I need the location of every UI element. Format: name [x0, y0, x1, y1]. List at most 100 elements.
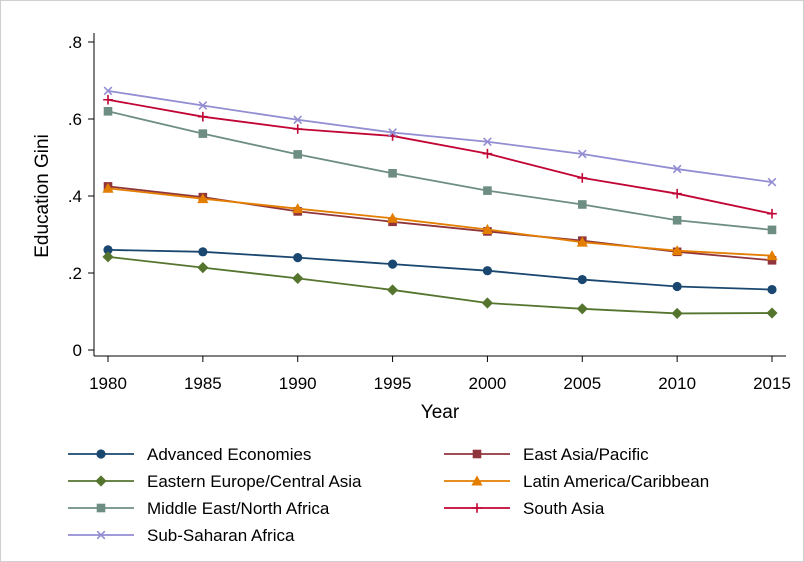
data-point-south-asia [577, 173, 588, 183]
data-point-eastern-europe-central-asia [197, 262, 209, 274]
data-point-eastern-europe-central-asia [292, 272, 304, 284]
data-point-latin-america-caribbean [197, 193, 209, 204]
series-middle-east-north-africa [103, 107, 777, 235]
data-point-latin-america-caribbean [481, 223, 494, 234]
legend-item-sub-saharan-africa: Sub-Saharan Africa [68, 526, 295, 545]
data-point-advanced-economies [293, 253, 303, 263]
data-point-middle-east-north-africa [577, 200, 587, 209]
data-point-south-asia [672, 188, 682, 199]
data-point-advanced-economies [577, 274, 587, 285]
data-point-sub-saharan-africa [577, 149, 587, 159]
x-axis-ticks: 1980 1985 1990 1995 2000 2005 2010 2015 [89, 356, 791, 393]
legend-item-east-asia-pacific: East Asia/Pacific [444, 445, 649, 464]
legend-item-middle-east-north-africa: Middle East/North Africa [68, 499, 330, 518]
series-line-advanced-economies [107, 249, 773, 291]
data-point-latin-america-caribbean [102, 182, 114, 193]
data-point-middle-east-north-africa [767, 225, 777, 235]
data-point-latin-america-caribbean [292, 203, 304, 214]
data-point-south-asia [767, 208, 777, 219]
data-point-sub-saharan-africa [672, 164, 682, 174]
series-line-middle-east-north-africa [107, 110, 773, 231]
data-point-advanced-economies [672, 281, 682, 292]
data-point-middle-east-north-africa [293, 150, 303, 159]
series-advanced-economies [103, 245, 777, 295]
y-axis-title: Education Gini [32, 134, 53, 258]
data-point-advanced-economies [103, 245, 113, 255]
data-point-middle-east-north-africa [388, 168, 397, 178]
data-point-eastern-europe-central-asia [766, 307, 778, 319]
series-south-asia [103, 94, 777, 219]
legend-marker [96, 449, 106, 459]
legend-marker [96, 503, 106, 513]
data-point-latin-america-caribbean [671, 245, 683, 256]
data-point-south-asia [482, 148, 493, 159]
legend-marker [471, 475, 483, 486]
data-point-advanced-economies [387, 259, 398, 269]
x-axis-title: Year [421, 402, 460, 423]
legend-label: Eastern Europe/Central Asia [147, 472, 362, 491]
x-tick-label: 1985 [184, 374, 222, 393]
data-point-eastern-europe-central-asia [671, 307, 683, 320]
data-point-sub-saharan-africa [767, 177, 777, 187]
data-point-latin-america-caribbean [576, 236, 588, 247]
data-point-latin-america-caribbean [386, 212, 399, 223]
legend-item-latin-america-caribbean: Latin America/Caribbean [444, 472, 709, 491]
legend-item-south-asia: South Asia [444, 499, 605, 518]
x-tick-label: 2000 [469, 374, 507, 393]
x-tick-label: 2005 [563, 374, 601, 393]
data-point-sub-saharan-africa [483, 137, 492, 147]
legend-label: Advanced Economies [147, 445, 311, 464]
data-point-south-asia [292, 124, 303, 134]
x-tick-label: 2015 [753, 374, 791, 393]
legend-label: South Asia [523, 499, 605, 518]
y-axis-ticks: 0 .2 .4 .6 .8 [68, 33, 94, 360]
series-line-eastern-europe-central-asia [107, 255, 773, 315]
y-tick-label: .2 [68, 264, 82, 283]
series-sub-saharan-africa [103, 86, 777, 187]
legend-marker [95, 475, 107, 487]
y-tick-label: 0 [73, 341, 82, 360]
data-point-middle-east-north-africa [198, 129, 208, 138]
data-point-eastern-europe-central-asia [102, 251, 114, 263]
data-point-south-asia [198, 111, 208, 122]
legend-marker [472, 503, 482, 513]
data-point-latin-america-caribbean [766, 250, 778, 261]
series-eastern-europe-central-asia [102, 251, 778, 320]
y-tick-label: .6 [68, 110, 82, 129]
data-point-middle-east-north-africa [483, 186, 492, 195]
data-point-sub-saharan-africa [198, 101, 208, 110]
data-point-east-asia-pacific [767, 255, 777, 265]
x-tick-label: 1990 [279, 374, 317, 393]
x-tick-label: 1980 [89, 374, 127, 393]
data-point-middle-east-north-africa [103, 107, 113, 116]
series-latin-america-caribbean [102, 182, 778, 261]
legend-label: Middle East/North Africa [147, 499, 330, 518]
data-point-eastern-europe-central-asia [481, 297, 494, 309]
data-point-advanced-economies [767, 284, 777, 295]
data-point-sub-saharan-africa [293, 115, 303, 125]
data-point-advanced-economies [482, 266, 493, 276]
legend-label: Sub-Saharan Africa [147, 526, 295, 545]
y-tick-label: .8 [68, 33, 82, 52]
legend-item-advanced-economies: Advanced Economies [68, 445, 311, 464]
x-tick-label: 2010 [658, 374, 696, 393]
data-point-eastern-europe-central-asia [576, 303, 588, 315]
legend: Advanced Economies East Asia/Pacific Easte… [68, 445, 709, 545]
series-line-sub-saharan-africa [107, 90, 773, 184]
y-tick-label: .4 [68, 187, 82, 206]
legend-label: Latin America/Caribbean [523, 472, 709, 491]
data-point-sub-saharan-africa [103, 86, 113, 96]
legend-marker [96, 530, 106, 540]
legend-marker [472, 449, 482, 459]
series-lines [102, 86, 778, 320]
series-line-south-asia [107, 98, 773, 215]
data-point-middle-east-north-africa [672, 215, 682, 225]
x-tick-label: 1995 [374, 374, 412, 393]
legend-item-eastern-europe-central-asia: Eastern Europe/Central Asia [68, 472, 362, 491]
data-point-south-asia [103, 94, 113, 105]
series-line-latin-america-caribbean [107, 187, 773, 257]
legend-label: East Asia/Pacific [523, 445, 649, 464]
